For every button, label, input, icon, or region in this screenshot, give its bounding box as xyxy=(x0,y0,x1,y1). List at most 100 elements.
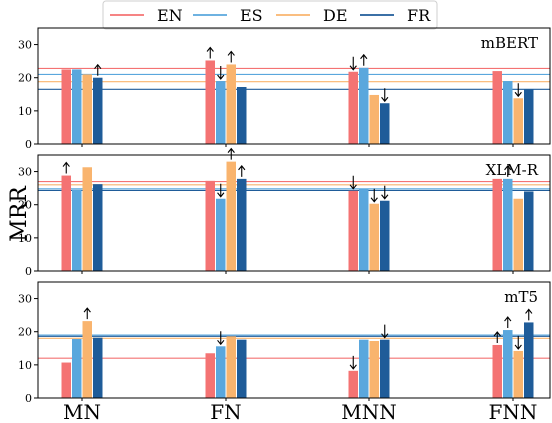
bar-es-fnn xyxy=(503,330,513,398)
bar-fr-fn xyxy=(237,86,247,144)
legend-label: EN xyxy=(157,6,183,25)
y-tick-label: 10 xyxy=(18,359,32,372)
bar-de-fnn xyxy=(513,350,523,398)
panel-title: mBERT xyxy=(481,34,538,52)
legend: EN ES DE FR xyxy=(102,0,438,30)
bar-de-fn xyxy=(226,336,236,398)
bar-fr-mnn xyxy=(380,339,390,398)
bar-fr-mn xyxy=(93,337,103,398)
y-tick-label: 30 xyxy=(18,293,32,306)
bar-fr-mnn xyxy=(380,200,390,271)
bar-de-mn xyxy=(82,167,92,271)
bar-fr-mn xyxy=(93,77,103,144)
y-tick-label: 20 xyxy=(18,72,32,85)
bar-en-fn xyxy=(205,353,215,398)
arrow-down-icon xyxy=(514,83,522,98)
panel-title: XLM-R xyxy=(486,161,539,179)
y-tick-label: 10 xyxy=(18,105,32,118)
bar-de-mnn xyxy=(369,203,379,271)
arrow-down-icon xyxy=(217,331,225,346)
arrow-up-icon xyxy=(360,53,368,66)
bar-en-fn xyxy=(205,60,215,145)
y-tick-label: 0 xyxy=(25,265,32,278)
y-tick-label: 20 xyxy=(18,326,32,339)
bar-en-mn xyxy=(61,69,71,144)
arrow-up-icon xyxy=(83,307,91,320)
bar-de-mn xyxy=(82,74,92,144)
bar-fr-fnn xyxy=(524,89,534,144)
bar-es-fnn xyxy=(503,178,513,271)
bar-es-mnn xyxy=(359,339,369,398)
bar-de-fn xyxy=(226,161,236,271)
arrow-up-icon xyxy=(493,331,501,343)
x-tick-label: MN xyxy=(63,400,101,423)
y-tick-label: 30 xyxy=(18,166,32,179)
arrow-down-icon xyxy=(381,185,389,200)
arrow-up-icon xyxy=(227,50,235,63)
bar-de-mnn xyxy=(369,94,379,144)
bar-de-mnn xyxy=(369,340,379,398)
bar-es-mnn xyxy=(359,67,369,144)
panel-xlm-r: 0 10 20 30 XLM-R xyxy=(18,147,551,278)
legend-entry-en: EN xyxy=(110,6,183,25)
bar-fr-mnn xyxy=(380,103,390,144)
arrow-down-icon xyxy=(381,324,389,339)
y-tick-label: 0 xyxy=(25,392,32,405)
arrow-up-icon xyxy=(525,308,533,321)
legend-entry-es: ES xyxy=(193,6,263,25)
arrow-down-icon xyxy=(381,88,389,103)
bar-es-mn xyxy=(72,189,82,271)
x-tick-label: FN xyxy=(210,400,241,423)
x-tick-label: FNN xyxy=(489,400,538,423)
bar-en-fnn xyxy=(492,178,502,271)
y-axis-label: MRR xyxy=(7,185,32,242)
panel-mbert: 0 10 20 30 mBERT xyxy=(18,27,551,151)
legend-entry-fr: FR xyxy=(360,6,431,25)
arrow-down-icon xyxy=(349,355,357,370)
bar-fr-fn xyxy=(237,339,247,398)
arrow-up-icon xyxy=(504,164,512,177)
arrow-up-icon xyxy=(94,63,102,76)
bar-fr-fn xyxy=(237,178,247,271)
arrow-down-icon xyxy=(217,66,225,80)
arrow-up-icon xyxy=(62,161,70,174)
bar-en-mn xyxy=(61,362,71,398)
panel-frame xyxy=(37,281,551,399)
bar-es-mnn xyxy=(359,188,369,271)
bar-fr-fnn xyxy=(524,322,534,398)
arrow-up-icon xyxy=(504,316,512,329)
bar-en-fnn xyxy=(492,344,502,398)
y-tick-label: 30 xyxy=(18,39,32,52)
bar-es-fn xyxy=(216,198,226,271)
arrow-down-icon xyxy=(349,175,357,190)
bar-es-mn xyxy=(72,69,82,144)
bar-de-fn xyxy=(226,64,236,144)
bar-en-mnn xyxy=(348,370,358,398)
bar-es-fn xyxy=(216,81,226,144)
bar-de-fnn xyxy=(513,198,523,271)
legend-label: ES xyxy=(240,6,263,25)
panel-frame xyxy=(37,27,551,145)
bar-en-fn xyxy=(205,180,215,271)
bar-fr-fnn xyxy=(524,191,534,271)
y-tick-label: 10 xyxy=(18,232,32,245)
bar-fr-mn xyxy=(93,184,103,271)
bar-es-mn xyxy=(72,339,82,398)
panel-frame xyxy=(37,154,551,272)
bar-de-mn xyxy=(82,321,92,398)
y-tick-label: 0 xyxy=(25,138,32,151)
bar-en-mn xyxy=(61,175,71,271)
legend-box xyxy=(102,0,438,30)
arrow-down-icon xyxy=(217,183,225,198)
x-tick-label: MNN xyxy=(341,400,396,423)
arrow-up-icon xyxy=(238,164,246,177)
legend-label: FR xyxy=(407,6,431,25)
arrow-up-icon xyxy=(227,147,235,160)
y-tick-label: 20 xyxy=(18,199,32,212)
arrow-up-icon xyxy=(206,46,214,59)
panel-mt5: 0 10 20 30 mT5 xyxy=(18,281,551,405)
legend-entry-de: DE xyxy=(276,6,348,25)
arrow-down-icon xyxy=(514,335,522,350)
bar-de-fnn xyxy=(513,98,523,144)
